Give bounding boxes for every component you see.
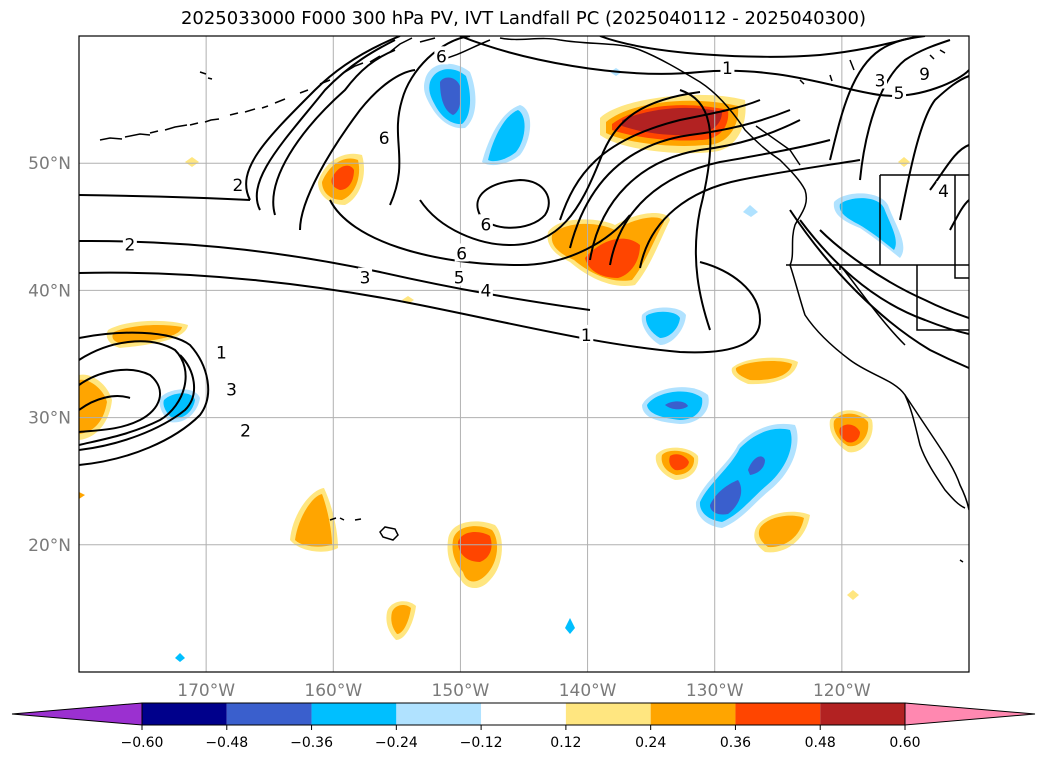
colorbar-swatch (396, 703, 482, 725)
pv-contour-label: 4 (938, 182, 949, 202)
contour-label-bg (230, 174, 245, 193)
colorbar-swatch (565, 703, 651, 725)
contour-label-bg (238, 420, 253, 439)
map-gridlines (79, 36, 969, 672)
colorbar-tick-label: 0.12 (550, 735, 581, 751)
lon-tick-label: 140°W (559, 681, 617, 701)
ivt-shading (79, 63, 910, 662)
colorbar-swatch (820, 703, 905, 725)
pv-contour-label: 3 (226, 381, 237, 401)
colorbar-tick-label: −0.12 (460, 735, 503, 751)
contour-label-bg (434, 46, 449, 65)
contour-label-bg (214, 342, 229, 361)
contour-label-bg (377, 127, 392, 146)
pv-contour-label: 6 (379, 129, 390, 149)
longitude-tick-labels: 170°W 160°W 150°W 140°W 130°W 120°W (177, 681, 871, 701)
colorbar-tick-label: 0.60 (889, 735, 920, 751)
pv-contour-label: 1 (722, 59, 733, 79)
lon-tick-label: 160°W (304, 681, 362, 701)
pv-contour-label: 6 (480, 215, 491, 235)
pv-contour-label: 4 (480, 281, 491, 301)
pv-contour-label: 1 (581, 326, 592, 346)
contour-label-bg (478, 214, 493, 233)
colorbar-swatch (481, 703, 566, 725)
pv-contour-label: 1 (216, 344, 227, 364)
colorbar-tick-label: 0.48 (805, 735, 836, 751)
lat-tick-label: 20°N (28, 536, 71, 556)
colorbar-extend-high (904, 702, 1036, 726)
colorbar-tick-label: −0.24 (375, 735, 418, 751)
contour-label-bg (579, 324, 594, 343)
pv-contour-label: 6 (436, 47, 447, 67)
pv-contour-label: 3 (875, 72, 886, 92)
colorbar-tick-label: −0.60 (121, 735, 164, 751)
map-frame (78, 35, 970, 673)
pv-contour-label: 3 (360, 269, 371, 289)
lon-tick-label: 120°W (813, 681, 871, 701)
colorbar-tick-label: 0.36 (720, 735, 751, 751)
pv-contour-label: 2 (240, 421, 251, 441)
colorbar-swatch (226, 703, 312, 725)
pv-contours (79, 36, 969, 466)
contour-label-bg (454, 243, 469, 262)
colorbar-swatch (735, 703, 821, 725)
colorbar: −0.60 −0.48 −0.36 −0.24 −0.12 0.12 0.24 0.36 0.4… (11, 702, 1036, 751)
latitude-tick-labels: 20°N 30°N 40°N 50°N (28, 154, 71, 556)
colorbar-swatch (311, 703, 397, 725)
pv-contour-label: 5 (894, 84, 905, 104)
contour-label-bg (720, 57, 735, 76)
colorbar-tick-label: −0.36 (290, 735, 333, 751)
contour-label-bg (478, 280, 493, 299)
contour-label-bg (936, 181, 951, 200)
contour-label-bg (224, 379, 239, 398)
lat-tick-label: 50°N (28, 154, 71, 174)
lon-tick-label: 130°W (686, 681, 744, 701)
lon-tick-label: 170°W (177, 681, 235, 701)
pv-contour-label: 9 (919, 65, 930, 85)
contour-label-bg (873, 70, 887, 89)
lat-tick-label: 30°N (28, 409, 71, 429)
colorbar-tick-label: 0.24 (635, 735, 666, 751)
colorbar-tick-label: −0.48 (205, 735, 248, 751)
colorbar-swatch (142, 703, 227, 725)
contour-label-bg (452, 267, 467, 286)
plot-title: 2025033000 F000 300 hPa PV, IVT Landfall… (180, 8, 867, 29)
contour-label-bg (892, 83, 907, 102)
lat-tick-label: 40°N (28, 281, 71, 301)
colorbar-swatch (650, 703, 736, 725)
lon-tick-label: 150°W (432, 681, 490, 701)
contour-label-bg (358, 267, 373, 286)
contour-label-bg (917, 64, 932, 83)
contour-label-bg (122, 234, 137, 253)
pv-contour-label: 2 (124, 236, 135, 256)
colorbar-extend-low (11, 702, 143, 726)
pv-contour-label: 6 (456, 245, 467, 265)
pv-contour-label: 5 (454, 269, 465, 289)
pv-contour-label: 2 (233, 176, 244, 196)
coastlines (99, 37, 969, 563)
colorbar-frame (141, 702, 906, 726)
